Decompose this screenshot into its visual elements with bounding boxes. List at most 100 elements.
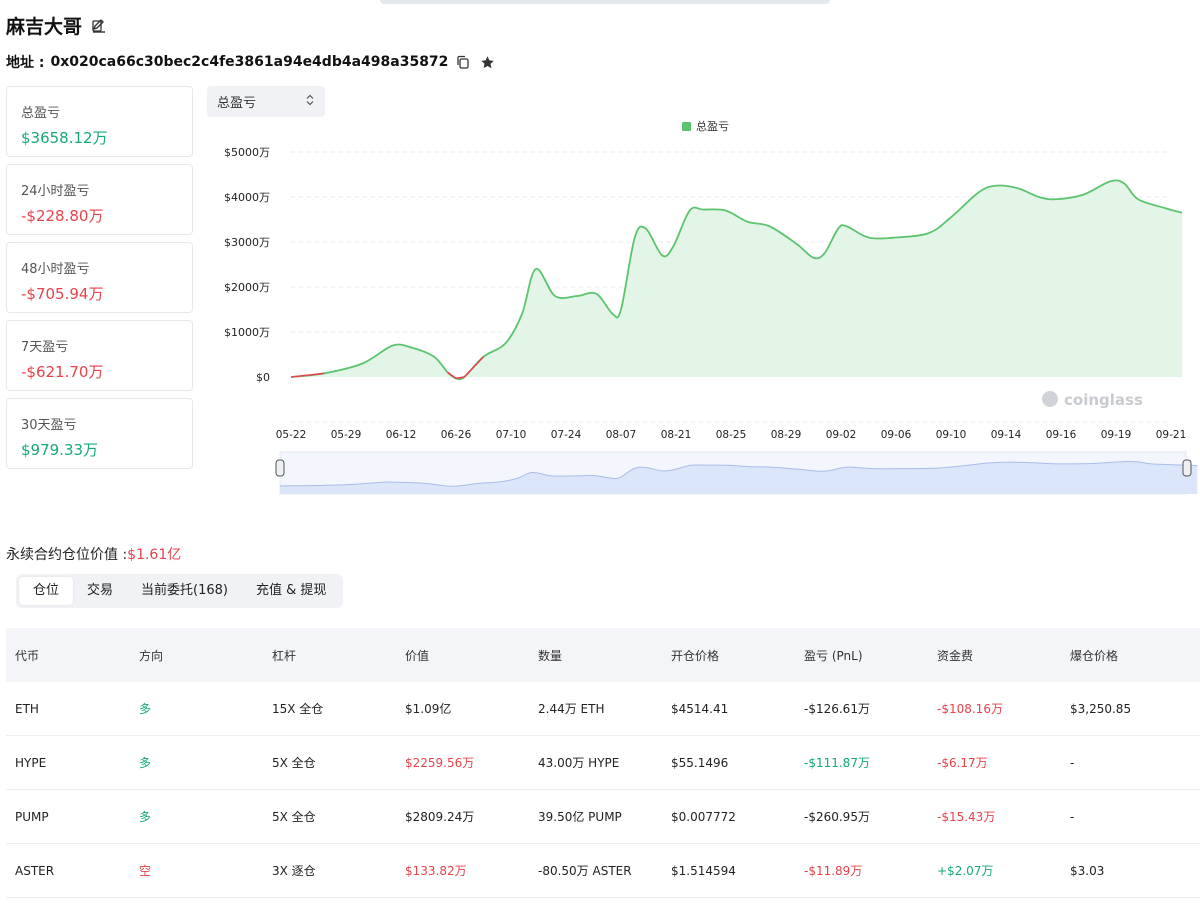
stat-value: -$705.94万	[21, 285, 104, 303]
stat-label: 总盈亏	[21, 106, 61, 121]
cell-funding: -$108.16万	[937, 702, 1003, 716]
table-row[interactable]: PUMP 多 5X 全仓 $2809.24万 39.50亿 PUMP $0.007772 -…	[6, 790, 1200, 844]
x-tick-label: 07-10	[496, 429, 527, 441]
navigator-handle-right[interactable]	[1182, 459, 1192, 477]
pnl-chart: $0 $1000万 $2000万 $3000万 $4000万 $5000万 总盈亏 05-22…	[200, 112, 1200, 502]
table-row[interactable]: HYPE 多 5X 全仓 $2259.56万 43.00万 HYPE $55.1496 -$…	[6, 736, 1200, 790]
pnl-line-negative	[290, 372, 325, 378]
navigator-line	[279, 461, 1198, 487]
navigator-handle-left[interactable]	[275, 459, 285, 477]
cell-token: ASTER	[15, 863, 55, 878]
coinglass-logo-icon	[1042, 391, 1058, 407]
col-header-entry-price[interactable]: 开仓价格	[671, 648, 720, 663]
cell-side: 多	[139, 756, 152, 770]
y-tick-label: $0	[256, 371, 270, 384]
stat-value: $3658.12万	[21, 129, 108, 147]
col-header-liq-price[interactable]: 爆仓价格	[1070, 648, 1119, 663]
col-header-side[interactable]: 方向	[139, 648, 164, 663]
copy-icon[interactable]	[454, 53, 472, 71]
cell-leverage: 5X 全仓	[272, 810, 316, 824]
cell-entry-price: $55.1496	[671, 755, 729, 770]
tab-open-orders[interactable]: 当前委托(168)	[141, 583, 228, 598]
cell-side: 多	[139, 702, 152, 716]
cell-size: -80.50万 ASTER	[538, 864, 632, 878]
x-tick-label: 09-10	[936, 429, 967, 441]
y-tick-label: $3000万	[224, 236, 270, 249]
positions-table: 代币 方向 杠杆 价值 数量 开仓价格 盈亏 (PnL) 资金费 爆仓价格 ET…	[6, 628, 1200, 898]
x-tick-label: 05-29	[331, 429, 362, 441]
y-tick-label: $5000万	[224, 146, 270, 159]
table-body: ETH 多 15X 全仓 $1.09亿 2.44万 ETH $4514.41 -$126.6…	[6, 682, 1200, 898]
x-tick-label: 09-06	[881, 429, 912, 441]
cell-value: $2259.56万	[405, 756, 475, 770]
x-tick-label: 09-02	[826, 429, 857, 441]
x-tick-label: 09-21	[1156, 429, 1187, 441]
stat-card-24h: 24小时盈亏 -$228.80万	[6, 164, 193, 235]
tab-deposits-withdrawals[interactable]: 充值 & 提现	[256, 583, 327, 598]
cell-pnl: -$11.89万	[804, 864, 863, 878]
stat-card-30d: 30天盈亏 $979.33万	[6, 398, 193, 469]
pnl-line	[290, 179, 1183, 381]
top-search-bar-edge	[380, 0, 830, 4]
table-row[interactable]: ASTER 空 3X 逐仓 $133.82万 -80.50万 ASTER $1.51459…	[6, 844, 1200, 898]
cell-pnl: -$111.87万	[804, 756, 870, 770]
x-tick-label: 05-22	[276, 429, 307, 441]
address-value: 0x020ca66c30bec2c4fe3861a94e4db4a498a358…	[50, 54, 449, 70]
navigator-area	[280, 461, 1198, 494]
cell-leverage: 5X 全仓	[272, 756, 316, 770]
cell-value: $133.82万	[405, 864, 467, 878]
col-header-funding[interactable]: 资金费	[937, 648, 974, 663]
pnl-chart-svg: $0 $1000万 $2000万 $3000万 $4000万 $5000万 总盈亏 05-22…	[224, 119, 1198, 495]
col-header-value[interactable]: 价值	[405, 648, 430, 663]
table-row[interactable]: ETH 多 15X 全仓 $1.09亿 2.44万 ETH $4514.41 -$126.6…	[6, 682, 1200, 736]
col-header-token[interactable]: 代币	[15, 648, 40, 663]
pnl-type-select[interactable]: 总盈亏	[207, 86, 325, 117]
col-header-size[interactable]: 数量	[538, 648, 563, 663]
x-tick-label: 09-14	[991, 429, 1022, 441]
legend-swatch	[682, 122, 691, 131]
table-header: 代币 方向 杠杆 价值 数量 开仓价格 盈亏 (PnL) 资金费 爆仓价格	[6, 628, 1200, 682]
cell-funding: -$6.17万	[937, 756, 988, 770]
star-icon[interactable]	[478, 53, 496, 71]
cell-pnl: -$126.61万	[804, 702, 870, 716]
cell-liq-price: -	[1070, 809, 1075, 824]
cell-funding: +$2.07万	[937, 864, 994, 878]
cell-liq-price: $3,250.85	[1070, 701, 1132, 716]
legend-label: 总盈亏	[696, 119, 729, 133]
stat-value: $979.33万	[21, 441, 99, 459]
perp-position-value: 永续合约仓位价值 :$1.61亿	[6, 544, 181, 564]
tab-trades[interactable]: 交易	[87, 583, 114, 598]
x-tick-label: 08-25	[716, 429, 747, 441]
tab-positions[interactable]: 仓位	[19, 577, 74, 605]
stat-card-48h: 48小时盈亏 -$705.94万	[6, 242, 193, 313]
x-tick-label: 06-26	[441, 429, 472, 441]
stat-card-7d: 7天盈亏 -$621.70万	[6, 320, 193, 391]
cell-token: PUMP	[15, 809, 49, 824]
cell-side: 空	[139, 864, 152, 878]
col-header-pnl[interactable]: 盈亏 (PnL)	[804, 648, 863, 663]
page-title: 麻吉大哥	[6, 16, 83, 38]
y-tick-label: $1000万	[224, 326, 270, 339]
select-value: 总盈亏	[217, 96, 257, 111]
cell-liq-price: -	[1070, 755, 1075, 770]
cell-size: 2.44万 ETH	[538, 702, 605, 716]
pnl-stats: 总盈亏 $3658.12万 24小时盈亏 -$228.80万 48小时盈亏 -$…	[6, 86, 193, 476]
x-tick-label: 08-21	[661, 429, 692, 441]
y-tick-label: $4000万	[224, 191, 270, 204]
header: 麻吉大哥	[6, 12, 108, 39]
pnl-line-negative	[447, 371, 457, 380]
cell-entry-price: $4514.41	[671, 701, 729, 716]
col-header-leverage[interactable]: 杠杆	[272, 648, 297, 663]
stat-card-total: 总盈亏 $3658.12万	[6, 86, 193, 157]
x-tick-label: 09-19	[1101, 429, 1132, 441]
stat-value: -$228.80万	[21, 207, 104, 225]
cell-funding: -$15.43万	[937, 810, 996, 824]
cell-size: 43.00万 HYPE	[538, 756, 620, 770]
cell-token: ETH	[15, 701, 39, 716]
edit-icon[interactable]	[90, 17, 108, 35]
pnl-area	[291, 180, 1182, 380]
cell-pnl: -$260.95万	[804, 810, 870, 824]
cell-value: $1.09亿	[405, 702, 452, 716]
x-tick-label: 08-07	[606, 429, 637, 441]
address-row: 地址 : 0x020ca66c30bec2c4fe3861a94e4db4a49…	[6, 52, 496, 72]
